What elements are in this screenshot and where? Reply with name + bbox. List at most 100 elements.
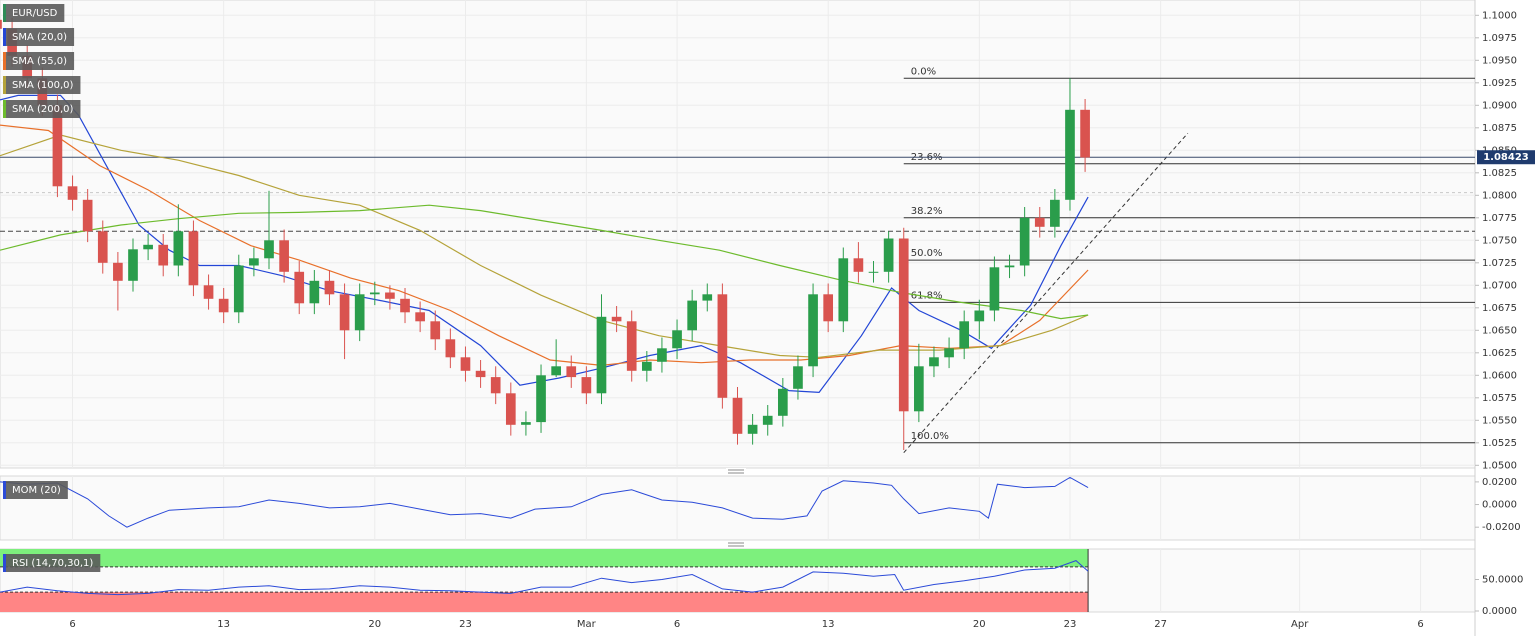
candle-body <box>264 240 274 259</box>
candle-body <box>490 377 501 394</box>
candle-body <box>128 249 138 281</box>
candle-body <box>641 361 652 371</box>
candle-body <box>838 258 849 322</box>
handle-bg <box>726 468 746 475</box>
legend-label: SMA (200,0) <box>12 104 74 115</box>
x-tick-label: 13 <box>217 619 230 630</box>
candle-body <box>657 348 667 362</box>
panel-handle[interactable] <box>726 468 746 475</box>
last-price-label: 1.08423 <box>1483 152 1529 163</box>
panel-handle[interactable] <box>726 541 746 548</box>
sma-line <box>0 204 1089 320</box>
x-tick-label: 6 <box>69 619 75 630</box>
legend-item: SMA (55,0) <box>3 52 75 70</box>
sma-line <box>0 124 1089 367</box>
y-tick-label: 1.1000 <box>1482 10 1517 21</box>
y-tick-label: 1.0725 <box>1482 258 1517 269</box>
fib-label: 100.0% <box>911 431 949 442</box>
candle-body <box>959 321 970 349</box>
legend-box <box>3 52 75 70</box>
legend-swatch <box>3 100 6 118</box>
legend-swatch <box>3 4 6 22</box>
candle-body <box>914 366 924 412</box>
candle-body <box>143 244 153 250</box>
candle-body <box>1080 109 1090 158</box>
candle-body <box>868 271 879 273</box>
oversold-band <box>0 592 1089 612</box>
legend-box <box>3 554 101 572</box>
candle-body <box>339 294 350 331</box>
candle-body <box>354 294 365 331</box>
candle-body <box>67 186 78 200</box>
x-tick-label: 23 <box>1064 619 1077 630</box>
candle-body <box>294 271 305 304</box>
y-tick-label: 1.0875 <box>1482 123 1517 134</box>
legend-label: SMA (20,0) <box>12 32 67 43</box>
candle-body <box>279 240 289 272</box>
y-tick-label: 1.0550 <box>1482 415 1517 426</box>
candle-body <box>505 393 516 425</box>
candle-body <box>475 370 486 378</box>
legend-box <box>3 100 81 118</box>
y-tick-label: 1.0775 <box>1482 213 1517 224</box>
candle-body <box>460 357 471 371</box>
candle-body <box>415 312 425 322</box>
legend-label: EUR/USD <box>12 8 58 19</box>
candle-body <box>1019 217 1030 266</box>
legend-label: MOM (20) <box>12 485 61 496</box>
candle-body <box>687 300 697 331</box>
y-tick-label: 1.0750 <box>1482 235 1517 246</box>
legend-item: RSI (14,70,30,1) <box>3 554 101 572</box>
candle-body <box>218 298 229 313</box>
candle-body <box>974 310 985 322</box>
legend-label: SMA (55,0) <box>12 56 67 67</box>
mom-panel <box>0 475 1476 541</box>
candle-body <box>702 294 713 301</box>
sma-line <box>0 134 1089 358</box>
last-price-badge <box>1477 150 1535 165</box>
candle-body <box>1004 265 1015 268</box>
candle-body <box>369 292 380 295</box>
candle-body <box>445 339 456 358</box>
legend-swatch <box>3 554 6 572</box>
legend-box <box>3 28 75 46</box>
candle-body <box>611 316 622 322</box>
candle-body <box>521 422 531 425</box>
y-tick-label: 50.0000 <box>1482 574 1523 585</box>
legend-item: SMA (100,0) <box>3 76 81 94</box>
candle-body <box>717 294 728 398</box>
fib-label: 50.0% <box>911 248 943 259</box>
x-tick-label: 27 <box>1154 619 1167 630</box>
candle-body <box>808 294 818 367</box>
candle-body <box>188 231 199 286</box>
candle-body <box>385 292 395 299</box>
y-tick-label: -0.0200 <box>1482 522 1521 533</box>
legend-swatch <box>3 28 6 46</box>
candle-body <box>536 375 546 423</box>
legend-label: RSI (14,70,30,1) <box>12 558 93 569</box>
candle-body <box>944 348 954 358</box>
y-tick-label: 1.0650 <box>1482 325 1517 336</box>
candle-body <box>52 105 63 187</box>
legend-swatch <box>3 481 6 499</box>
candle-body <box>309 280 320 304</box>
candle-body <box>929 357 939 367</box>
candle-body <box>97 231 108 263</box>
candle-body <box>581 377 592 394</box>
candle-body <box>0 19 2 29</box>
candle-body <box>823 294 834 322</box>
candle-body <box>596 316 607 394</box>
candle-body <box>324 280 335 295</box>
legend-swatch <box>3 76 6 94</box>
candle-body <box>82 199 93 232</box>
overbought-band <box>0 549 1089 567</box>
y-tick-label: 1.0800 <box>1482 190 1517 201</box>
candle-body <box>626 321 637 371</box>
candle-body <box>1050 199 1060 227</box>
y-tick-label: 1.0625 <box>1482 348 1517 359</box>
candle-body <box>1065 109 1075 200</box>
handle-bg <box>726 541 746 548</box>
x-tick-label: 13 <box>822 619 835 630</box>
x-tick-label: 20 <box>973 619 986 630</box>
candle-body <box>400 298 410 313</box>
